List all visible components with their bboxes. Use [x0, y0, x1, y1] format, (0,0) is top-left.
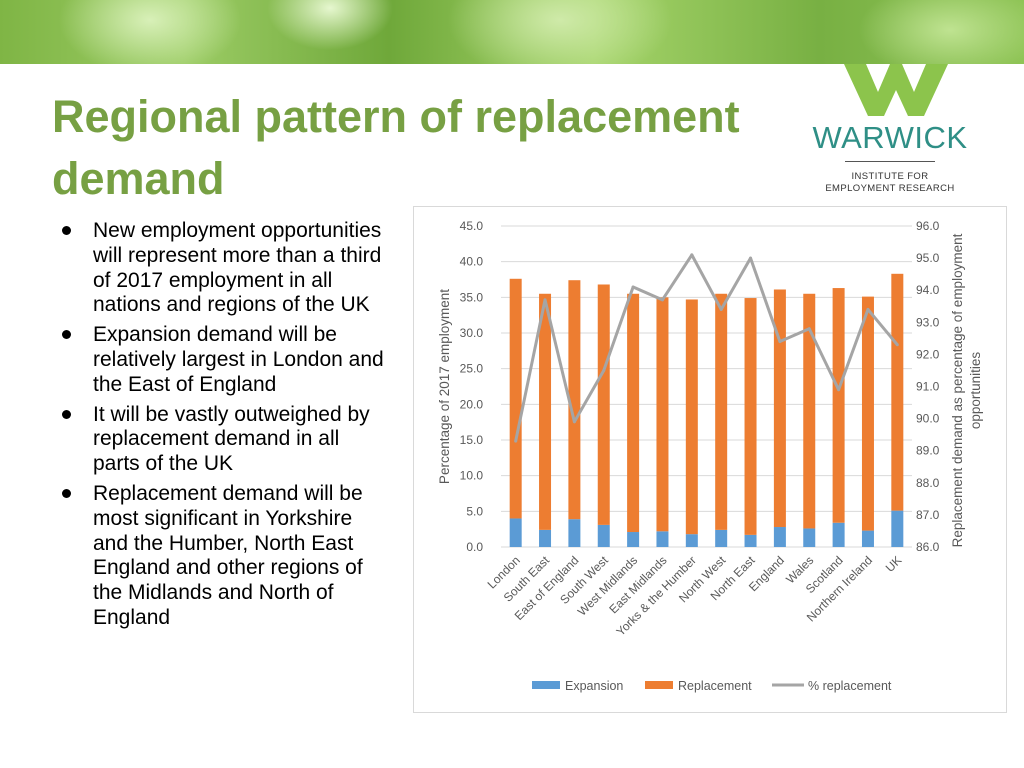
y2-tick-label: 86.0	[916, 540, 940, 554]
y-tick-label: 10.0	[460, 469, 484, 483]
bullet-text: Replacement demand will be most signific…	[93, 481, 363, 629]
logo-wordmark: WARWICK	[812, 120, 968, 155]
y2-tick-label: 94.0	[916, 283, 940, 297]
bar-expansion	[861, 530, 874, 547]
y-axis-title: Percentage of 2017 employment	[437, 289, 452, 484]
header-banner	[0, 0, 1024, 64]
bar-expansion	[891, 510, 904, 547]
bar-replacement	[656, 297, 669, 532]
bullet-item: Replacement demand will be most signific…	[60, 482, 390, 631]
y2-tick-label: 92.0	[916, 347, 940, 361]
slide-title: Regional pattern of replacement demand	[52, 91, 740, 204]
y-tick-label: 15.0	[460, 433, 484, 447]
bar-replacement	[861, 296, 874, 531]
pct-replacement-line	[514, 253, 899, 442]
bullet-item: New employment opportunities will repres…	[60, 219, 390, 318]
y2-tick-label: 87.0	[916, 508, 940, 522]
legend-label: Replacement	[678, 679, 752, 693]
logo-divider	[845, 161, 935, 162]
bar-replacement	[627, 293, 640, 533]
y2-tick-label: 91.0	[916, 380, 940, 394]
chart-panel: 0.0 5.0 10.0 15.0 20.0 25.0 30.0 35.0 40.0 45.0 86…	[413, 206, 1007, 713]
bar-expansion	[744, 534, 757, 547]
y2-tick-label: 96.0	[916, 219, 940, 233]
pct-replacement-point	[778, 340, 782, 344]
pct-replacement-point	[660, 298, 664, 302]
bar-expansion	[832, 522, 845, 547]
y2-tick-label: 95.0	[916, 251, 940, 265]
warwick-logo-mark-icon	[844, 64, 948, 116]
bar-expansion	[715, 529, 728, 547]
bar-replacement	[597, 284, 610, 525]
pct-replacement-point	[719, 307, 723, 311]
y2-tick-label: 90.0	[916, 412, 940, 426]
logo-subtitle-line2: EMPLOYMENT RESEARCH	[825, 183, 955, 194]
bar-replacement	[715, 293, 728, 530]
legend-label: Expansion	[565, 679, 623, 693]
y2-tick-label: 93.0	[916, 315, 940, 329]
y-tick-label: 5.0	[466, 504, 483, 518]
bullet-item: It will be vastly outweighed by replacem…	[60, 403, 390, 477]
y-tick-label: 25.0	[460, 362, 484, 376]
bar-replacement	[509, 278, 522, 519]
y2-tick-label: 89.0	[916, 444, 940, 458]
bullet-icon	[62, 330, 71, 340]
bar-expansion	[656, 531, 669, 547]
y2-axis-title-line: opportunities	[968, 352, 983, 430]
bar-replacement	[803, 293, 816, 529]
pct-replacement-point	[602, 368, 606, 372]
pct-replacement-point	[837, 388, 841, 392]
bullet-icon	[62, 409, 71, 419]
bullet-list: New employment opportunities will repres…	[60, 219, 390, 636]
pct-replacement-point	[749, 256, 753, 260]
y2-axis-title-line: Replacement demand as percentage of empl…	[950, 233, 965, 547]
legend-label: % replacement	[808, 679, 892, 693]
x-tick-label: UK	[883, 553, 905, 575]
y-tick-label: 30.0	[460, 326, 484, 340]
pct-replacement-point	[631, 285, 635, 289]
y2-axis-title: Replacement demand as percentage of empl…	[950, 233, 983, 547]
pct-replacement-point	[514, 439, 518, 443]
bullet-text: It will be vastly outweighed by replacem…	[93, 402, 370, 476]
bar-expansion	[803, 528, 816, 547]
y2-tick-label: 88.0	[916, 476, 940, 490]
pct-replacement-point	[543, 298, 547, 302]
bar-expansion	[597, 524, 610, 547]
pct-replacement-point	[866, 307, 870, 311]
logo-subtitle-line1: INSTITUTE FOR	[851, 171, 929, 182]
pct-replacement-point	[572, 420, 576, 424]
bar-expansion	[568, 519, 581, 547]
bullet-item: Expansion demand will be relatively larg…	[60, 323, 390, 397]
bullet-text: New employment opportunities will repres…	[93, 219, 382, 317]
bullet-icon	[62, 488, 71, 498]
bullet-text: Expansion demand will be relatively larg…	[93, 323, 384, 396]
regional-demand-chart: 0.0 5.0 10.0 15.0 20.0 25.0 30.0 35.0 40.0 45.0 86…	[437, 219, 983, 693]
bar-replacement	[685, 299, 698, 535]
bar-expansion	[627, 532, 640, 547]
bar-expansion	[539, 529, 552, 547]
bar-replacement	[539, 293, 552, 530]
bar-expansion	[509, 518, 522, 547]
y-tick-label: 45.0	[460, 219, 484, 233]
pct-replacement-point	[895, 343, 899, 347]
bar-replacement	[832, 288, 845, 523]
y-tick-label: 0.0	[466, 540, 483, 554]
bar-replacement	[744, 298, 757, 535]
legend-swatch	[645, 681, 673, 689]
pct-replacement-point	[690, 253, 694, 257]
bar-expansion	[773, 527, 786, 547]
bullet-icon	[62, 226, 71, 235]
legend-swatch	[532, 681, 560, 689]
bar-replacement	[891, 273, 904, 511]
pct-replacement-point	[807, 327, 811, 331]
bar-replacement	[773, 289, 786, 528]
bar-expansion	[685, 534, 698, 547]
warwick-logo: WARWICK INSTITUTE FOR EMPLOYMENT RESEARC…	[800, 60, 980, 200]
y-tick-label: 35.0	[460, 290, 484, 304]
y-tick-label: 20.0	[460, 397, 484, 411]
bar-replacement	[568, 280, 581, 520]
y-tick-label: 40.0	[460, 255, 484, 269]
